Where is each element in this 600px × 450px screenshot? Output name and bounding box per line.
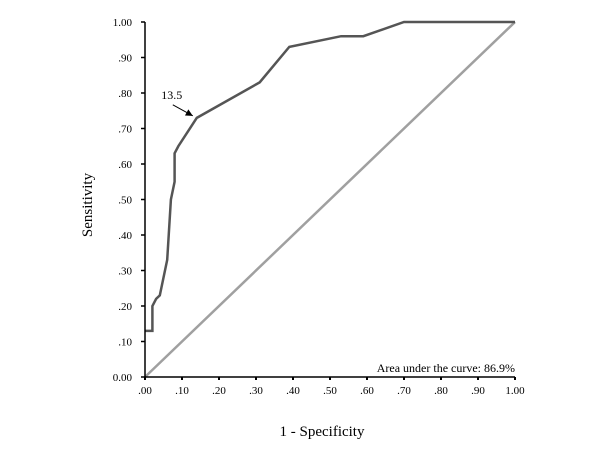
y-tick-label: .50 <box>118 195 132 207</box>
x-tick-label: .90 <box>471 385 485 397</box>
x-tick-label: .50 <box>323 385 337 397</box>
x-tick-label: .30 <box>249 385 263 397</box>
y-tick-label: .40 <box>118 230 132 242</box>
y-tick-label: .80 <box>118 88 132 100</box>
x-axis-title: 1 - Specificity <box>280 424 365 440</box>
x-tick-label: .70 <box>397 385 411 397</box>
cutoff-annotation-arrowhead <box>184 109 193 116</box>
cutoff-annotation-label: 13.5 <box>161 88 182 102</box>
x-tick-label: .60 <box>360 385 374 397</box>
y-axis-title: Sensitivity <box>80 172 96 237</box>
x-tick-label: .80 <box>434 385 448 397</box>
y-tick-label: .10 <box>118 337 132 349</box>
x-tick-label: .10 <box>175 385 189 397</box>
auc-annotation: Area under the curve: 86.9% <box>377 361 515 375</box>
y-tick-label: .20 <box>118 301 132 313</box>
x-tick-label: 1.00 <box>505 385 525 397</box>
x-tick-label: .00 <box>138 385 152 397</box>
y-tick-label: 1.00 <box>113 17 133 29</box>
y-tick-label: .30 <box>118 266 132 278</box>
y-tick-label: .90 <box>118 53 132 65</box>
roc-curve-line <box>145 20 515 333</box>
x-tick-label: .20 <box>212 385 226 397</box>
x-tick-label: .40 <box>286 385 300 397</box>
y-tick-label: 0.00 <box>113 372 133 384</box>
y-tick-label: .60 <box>118 159 132 171</box>
reference-diagonal-line <box>144 21 516 378</box>
y-tick-label: .70 <box>118 124 132 136</box>
